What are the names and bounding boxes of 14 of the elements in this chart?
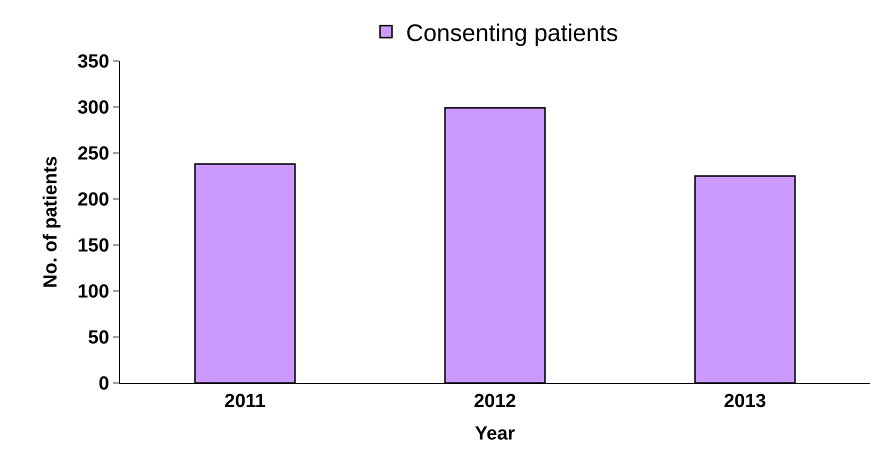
y-tick-label: 250 (77, 144, 110, 165)
x-tick-label: 2012 (474, 390, 516, 412)
y-axis-title: No. of patients (40, 156, 62, 288)
x-axis-title: Year (474, 424, 516, 445)
y-tick-label: 100 (77, 282, 110, 303)
y-tick-label: 0 (98, 374, 110, 395)
x-tick-label: 2011 (224, 390, 266, 412)
y-tick-label: 300 (77, 98, 110, 119)
y-tick-label: 150 (77, 236, 110, 257)
y-tick-label: 350 (77, 52, 110, 73)
legend-label: Consenting patients (406, 20, 618, 48)
y-tick-label: 200 (77, 190, 110, 211)
x-tick-label: 2013 (724, 390, 766, 412)
y-tick-label: 50 (88, 328, 110, 349)
